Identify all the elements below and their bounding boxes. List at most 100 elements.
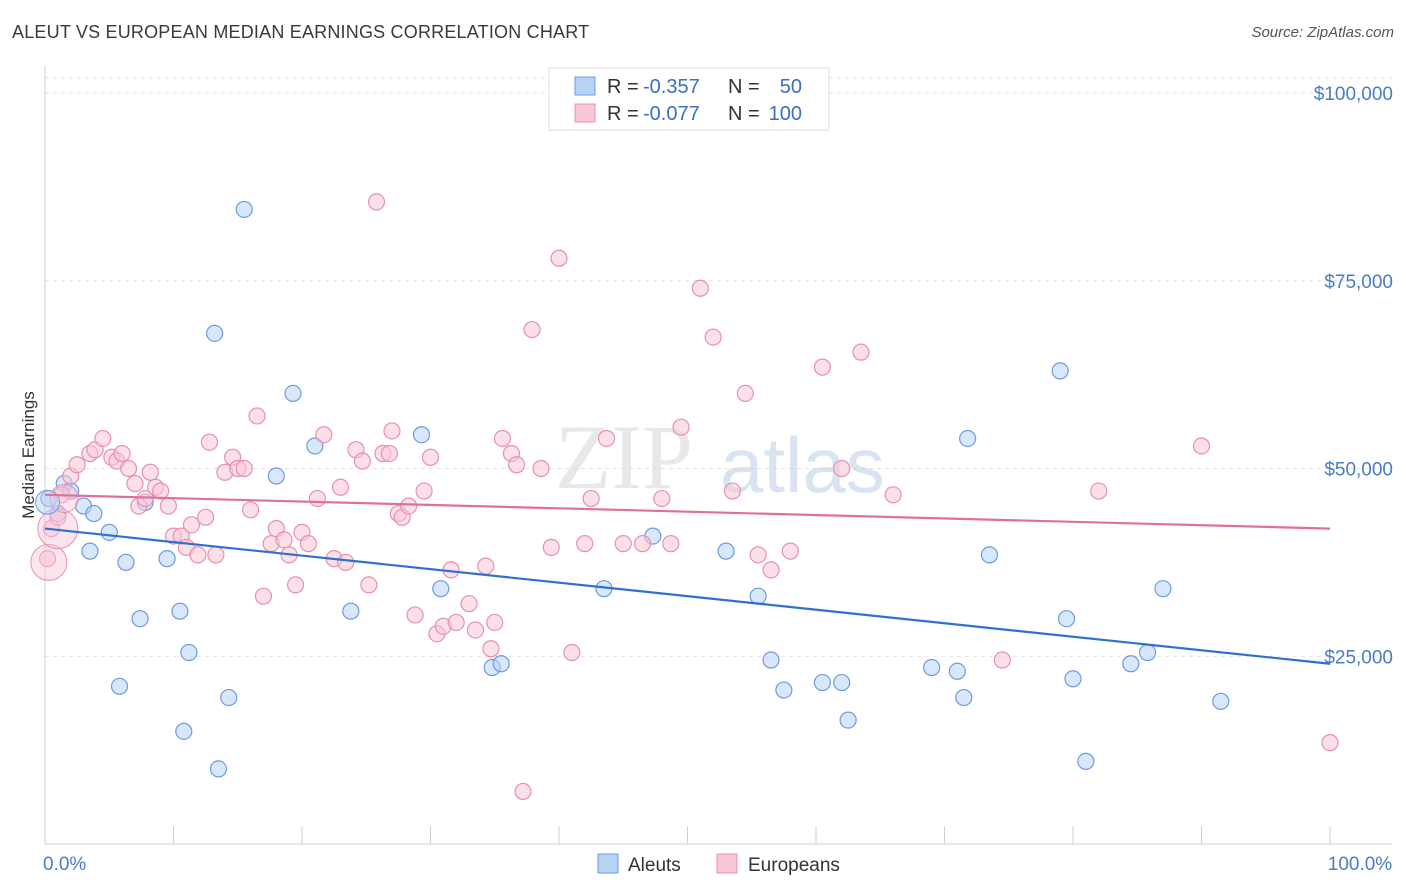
legend-r-label: R =: [607, 103, 639, 125]
legend-n-label: N =: [728, 76, 760, 98]
point-europeans: [119, 459, 138, 478]
point-europeans: [582, 489, 600, 508]
point-europeans: [653, 489, 671, 508]
point-europeans: [1192, 437, 1211, 455]
point-aleuts: [1077, 752, 1095, 770]
point-europeans: [126, 474, 144, 493]
point-aleuts: [110, 677, 129, 695]
point-aleuts: [180, 643, 198, 662]
point-europeans: [486, 613, 504, 632]
point-europeans: [597, 429, 616, 448]
point-aleuts: [412, 426, 431, 444]
point-aleuts-large: [35, 489, 61, 515]
point-europeans: [337, 553, 355, 571]
point-europeans: [299, 535, 318, 553]
point-europeans: [242, 501, 260, 519]
point-europeans: [207, 546, 225, 564]
point-europeans: [532, 459, 550, 478]
point-europeans: [493, 429, 512, 448]
point-europeans: [406, 606, 424, 624]
point-europeans: [477, 557, 495, 575]
legend-r-value-europeans: -0.077: [643, 103, 700, 125]
point-aleuts: [306, 437, 324, 455]
point-aleuts: [948, 662, 966, 680]
point-aleuts: [492, 655, 510, 673]
point-europeans: [380, 444, 398, 463]
y-tick-label: $100,000: [1314, 84, 1393, 105]
point-europeans: [736, 384, 754, 403]
legend: R = -0.357 N = 50 R = -0.077 N = 100: [548, 67, 830, 131]
point-aleuts: [833, 673, 851, 692]
point-europeans: [723, 482, 742, 500]
point-europeans: [152, 482, 170, 500]
point-aleuts: [235, 200, 253, 219]
point-aleuts: [923, 658, 941, 677]
point-europeans: [993, 651, 1011, 669]
point-aleuts: [1154, 580, 1172, 598]
x-tick-labels: 0.0% 100.0%: [43, 854, 1392, 875]
point-aleuts: [749, 587, 767, 605]
point-aleuts: [171, 602, 189, 620]
point-europeans: [286, 576, 305, 594]
point-europeans: [781, 542, 799, 560]
point-europeans: [189, 546, 207, 564]
point-aleuts: [1212, 692, 1230, 710]
point-europeans: [704, 328, 722, 346]
point-europeans: [94, 429, 112, 448]
point-europeans: [447, 613, 465, 632]
point-europeans: [38, 550, 57, 568]
bottom-legend-swatch-europeans: [716, 853, 738, 874]
point-europeans-large: [37, 508, 79, 550]
point-aleuts: [85, 504, 103, 523]
point-europeans: [353, 452, 371, 470]
legend-row-aleuts: R = -0.357 N = 50: [574, 76, 802, 98]
point-europeans: [315, 426, 333, 444]
y-tick-label: $50,000: [1324, 460, 1393, 481]
point-europeans: [466, 621, 485, 639]
point-europeans: [159, 497, 177, 515]
point-aleuts: [1064, 670, 1082, 688]
point-europeans: [421, 448, 440, 466]
point-europeans: [197, 508, 215, 526]
axes: [44, 66, 1392, 845]
point-europeans: [672, 418, 690, 436]
point-europeans: [200, 433, 219, 451]
point-aleuts: [267, 467, 285, 485]
point-europeans: [514, 782, 532, 801]
point-europeans: [254, 587, 273, 605]
legend-n-value-europeans: 100: [769, 103, 802, 125]
grid-lines: [45, 77, 1392, 657]
point-europeans: [360, 576, 378, 594]
point-aleuts: [342, 602, 360, 620]
point-europeans: [331, 478, 350, 496]
legend-n-label: N =: [728, 103, 760, 125]
point-aleuts: [432, 580, 450, 598]
point-aleuts: [284, 384, 302, 403]
chart-title: ALEUT VS EUROPEAN MEDIAN EARNINGS CORREL…: [12, 22, 590, 42]
point-europeans: [507, 456, 526, 474]
y-tick-label: $75,000: [1324, 272, 1393, 293]
point-europeans: [852, 343, 870, 361]
point-aleuts: [1057, 610, 1076, 628]
point-europeans: [813, 358, 832, 376]
point-aleuts: [1138, 643, 1157, 662]
point-europeans: [550, 249, 568, 267]
y-tick-labels: $25,000 $50,000 $75,000 $100,000: [1314, 84, 1393, 668]
bottom-legend-label-aleuts: Aleuts: [628, 855, 681, 876]
point-aleuts: [762, 651, 780, 669]
bottom-legend-swatch-aleuts: [597, 853, 619, 874]
point-aleuts: [959, 429, 977, 448]
point-aleuts: [980, 546, 999, 564]
trend-line-aleuts: [44, 527, 1331, 665]
legend-r-label: R =: [607, 76, 639, 98]
point-europeans: [308, 489, 327, 508]
watermark-atlas: atlas: [720, 421, 885, 509]
point-aleuts: [175, 722, 193, 740]
point-aleuts: [209, 760, 228, 778]
point-aleuts: [131, 610, 149, 628]
x-tick-label: 0.0%: [43, 854, 86, 875]
point-europeans-large: [30, 543, 68, 581]
legend-n-value-aleuts: 50: [780, 76, 802, 98]
series-aleuts: [40, 200, 1230, 778]
